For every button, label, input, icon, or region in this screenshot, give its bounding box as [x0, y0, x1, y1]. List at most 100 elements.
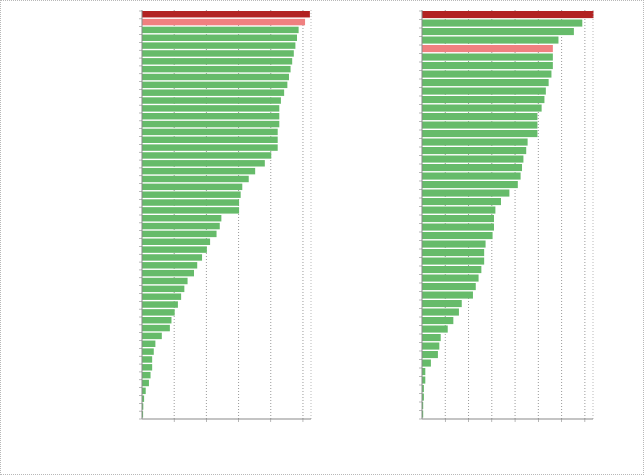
bar [422, 96, 545, 104]
bar [142, 175, 249, 183]
bar [142, 269, 194, 277]
bar [422, 359, 431, 367]
bar [142, 50, 294, 57]
bar [142, 301, 178, 308]
bar [422, 274, 479, 282]
bar [142, 89, 285, 96]
bar [142, 120, 280, 128]
bar [422, 36, 559, 44]
bar [142, 238, 211, 245]
bar [422, 113, 538, 121]
bar [422, 385, 424, 393]
bar [422, 368, 426, 376]
bar [422, 351, 438, 359]
bar [422, 164, 523, 172]
bar [142, 387, 146, 395]
bar [142, 277, 188, 285]
bar [422, 300, 462, 308]
bar [422, 138, 528, 146]
left-bar-chart [139, 10, 312, 422]
bar [142, 309, 175, 316]
bar [422, 189, 510, 197]
bar [142, 215, 222, 222]
bar [422, 19, 583, 27]
bar [142, 230, 217, 238]
bar [142, 105, 280, 112]
bar [422, 232, 493, 240]
bar [422, 87, 546, 95]
bar [422, 266, 482, 274]
bar [142, 411, 144, 418]
bar [142, 222, 220, 230]
bar [142, 371, 151, 379]
bar [142, 356, 153, 363]
bar [142, 18, 306, 26]
bar [142, 317, 172, 324]
bar [142, 34, 298, 41]
bar [422, 215, 494, 223]
bar [422, 104, 542, 112]
bar [142, 207, 240, 214]
bar [142, 97, 281, 104]
bar [422, 172, 521, 180]
bar [142, 128, 278, 136]
bar [142, 113, 280, 120]
bar [422, 79, 549, 87]
bar [142, 403, 144, 410]
bar [142, 324, 170, 332]
bar [142, 136, 278, 143]
bar [142, 65, 291, 73]
bar [422, 28, 574, 36]
bar [142, 199, 240, 206]
bar [422, 198, 501, 206]
bar [142, 191, 241, 198]
bar [422, 130, 538, 138]
bar [422, 249, 485, 257]
bar [422, 206, 496, 214]
bar [142, 340, 156, 347]
bar [142, 144, 278, 151]
bar [422, 402, 424, 410]
bar [422, 410, 424, 418]
bar [142, 246, 207, 253]
bar [142, 58, 293, 65]
bar [422, 45, 553, 53]
bar [422, 11, 594, 19]
bar [422, 121, 538, 129]
bar [422, 325, 448, 333]
bar [422, 342, 440, 350]
bar [142, 73, 289, 81]
bar [142, 183, 243, 191]
bar [422, 53, 553, 61]
bar [142, 285, 185, 293]
bar [142, 26, 299, 34]
bar [142, 152, 272, 159]
bar [422, 147, 527, 155]
bar [422, 334, 441, 342]
bar [422, 308, 459, 316]
bar [142, 81, 288, 89]
bar [142, 42, 296, 49]
bar [422, 393, 424, 401]
right-bar-chart [419, 10, 594, 422]
bar [422, 181, 518, 189]
bar [422, 240, 486, 248]
bar [422, 317, 454, 325]
bar [142, 379, 149, 387]
bar [142, 332, 162, 340]
bar [422, 62, 553, 70]
bar [142, 395, 145, 402]
bar [422, 257, 485, 265]
bar [422, 155, 524, 163]
bar [422, 223, 494, 231]
bar [142, 364, 153, 371]
bar [422, 283, 476, 291]
bar [142, 293, 182, 300]
bar [422, 376, 426, 384]
bar [422, 70, 552, 78]
bar [142, 160, 265, 167]
bar [142, 262, 198, 269]
bar [142, 11, 310, 18]
bar [142, 254, 203, 261]
bar [422, 291, 473, 299]
